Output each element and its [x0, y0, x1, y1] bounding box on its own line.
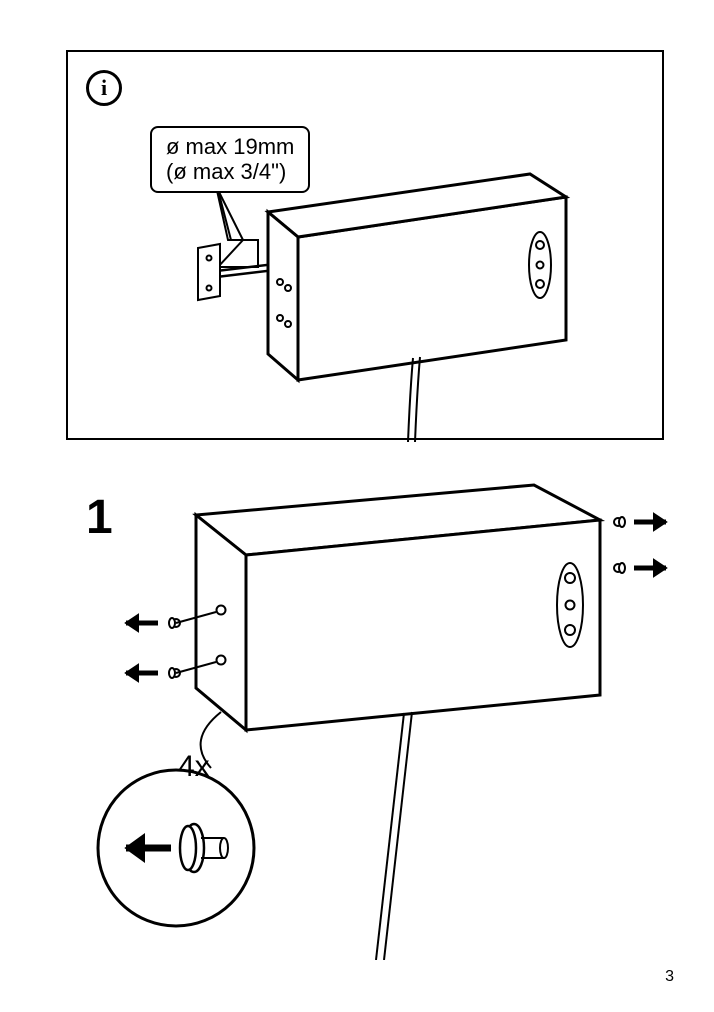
callout-line-1: ø max 19mm: [166, 134, 294, 159]
hardware-quantity: 4x: [178, 750, 210, 784]
panel-diagram: [68, 52, 666, 442]
instruction-page: i ø max 19mm (ø max 3/4"): [0, 0, 714, 1012]
page-number: 3: [665, 968, 674, 986]
info-panel: i ø max 19mm (ø max 3/4"): [66, 50, 664, 440]
step-1-diagram: [46, 460, 686, 960]
step-1-area: 1: [66, 460, 664, 930]
dimension-callout: ø max 19mm (ø max 3/4"): [150, 126, 310, 193]
callout-line-2: (ø max 3/4"): [166, 159, 294, 184]
